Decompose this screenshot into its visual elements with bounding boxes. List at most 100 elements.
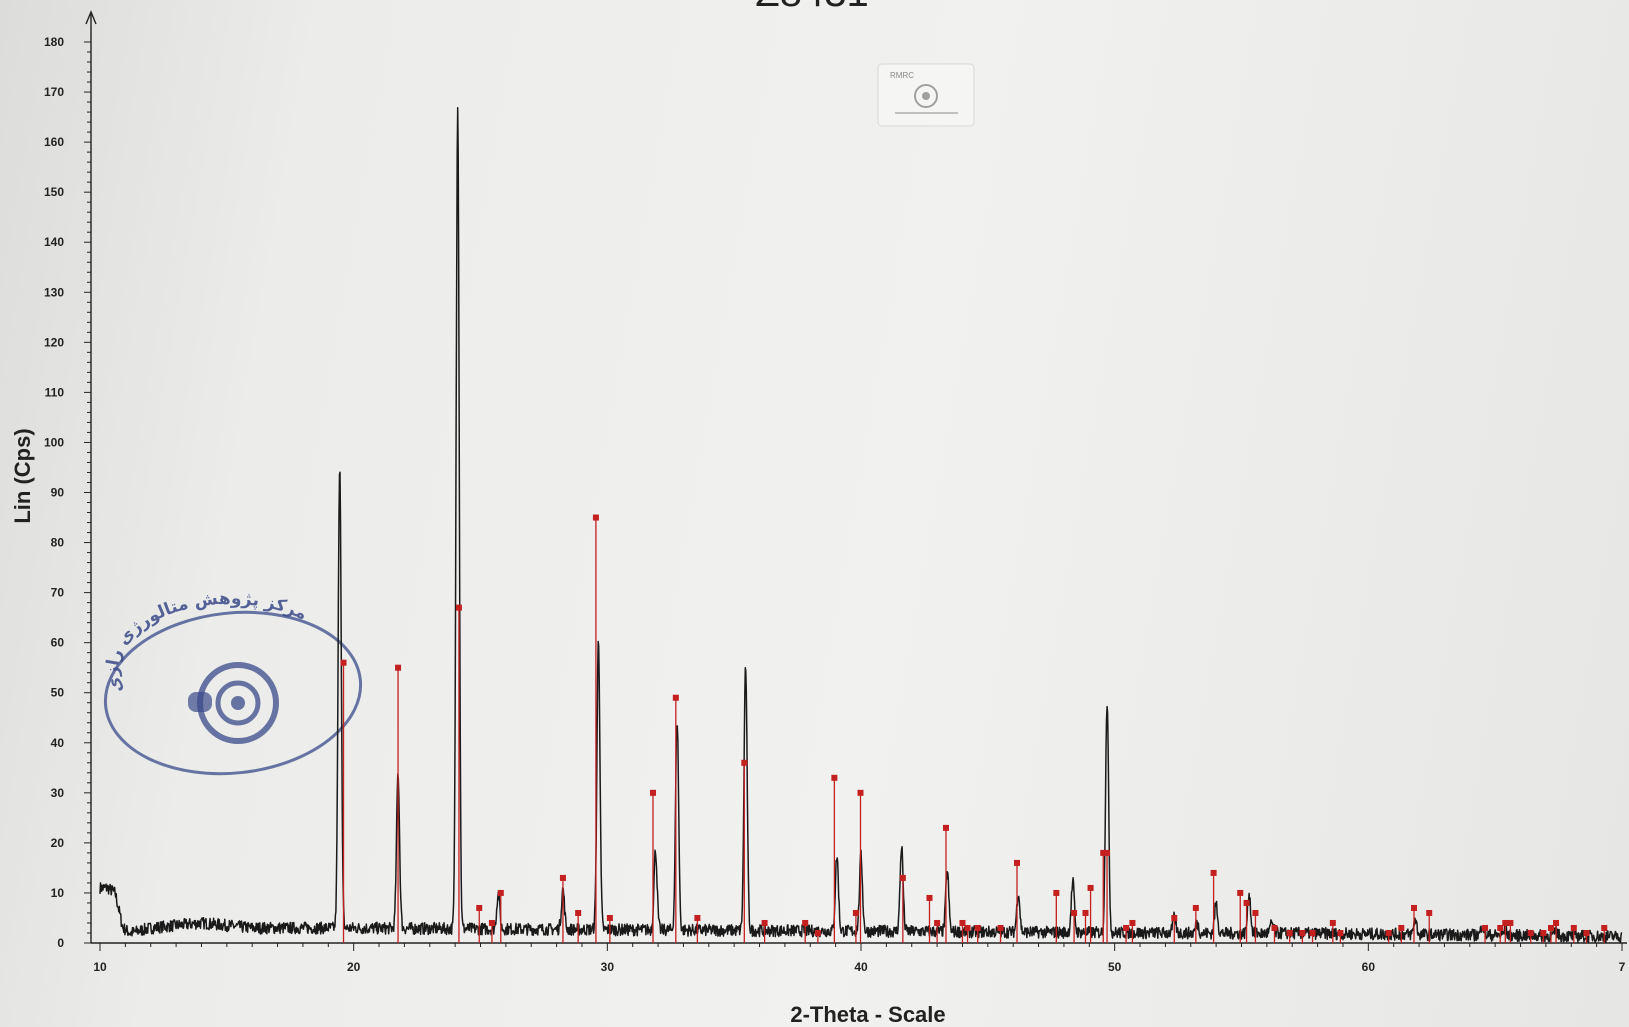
reference-stick-marker [395,664,402,671]
y-tick-label: 10 [51,886,65,900]
y-tick-label: 90 [51,486,65,500]
x-tick-label: 50 [1108,960,1122,974]
reference-stick-marker [1014,859,1021,866]
reference-stick-marker [852,909,859,916]
reference-stick-marker [1299,929,1306,936]
reference-stick-marker [814,929,821,936]
reference-stick-marker [934,919,941,926]
x-axis-title: 2-Theta - Scale [790,1002,945,1027]
reference-stick-marker [964,924,971,931]
y-tick-label: 100 [44,435,64,449]
reference-stick-marker [672,694,679,701]
reference-stick-marker [959,919,966,926]
x-tick-label: 7 [1619,960,1626,974]
reference-stick-marker [575,909,582,916]
y-axis-title: Lin (Cps) [10,428,35,523]
y-tick-label: 60 [51,636,65,650]
reference-stick-marker [1426,909,1433,916]
reference-stick-marker [649,789,656,796]
reference-stick-marker [1527,929,1534,936]
reference-stick-marker [1502,919,1509,926]
reference-stick-marker [559,874,566,881]
reference-stick-marker [694,914,701,921]
reference-stick-marker [926,894,933,901]
lab-stamp: مرکز پژوهش متالورژی رازی [103,589,363,776]
reference-stick-marker [592,514,599,521]
reference-stick-marker [1053,889,1060,896]
reference-stick-marker [1553,919,1560,926]
lab-logo-dot [922,92,930,100]
reference-stick-marker [1171,914,1178,921]
y-tick-label: 130 [44,285,64,299]
reference-stick-marker [831,774,838,781]
y-tick-label: 120 [44,335,64,349]
y-tick-label: 150 [44,185,64,199]
reference-stick-marker [1309,929,1316,936]
y-tick-label: 170 [44,85,64,99]
lab-logo-ring [914,84,938,108]
chart-title: Z8431 [755,0,868,15]
stamp-outer-ring [103,610,363,776]
reference-stick-marker [1410,904,1417,911]
reference-stick-marker [1482,924,1489,931]
reference-stick-marker [1082,909,1089,916]
x-tick-label: 20 [347,960,361,974]
reference-stick-marker [1507,919,1514,926]
y-tick-label: 110 [45,385,65,399]
reference-stick-marker [857,789,864,796]
y-tick-label: 160 [44,135,64,149]
y-tick-label: 30 [51,786,65,800]
y-tick-label: 80 [51,536,65,550]
stamp-logo-inner [215,680,261,726]
reference-stick-marker [1570,924,1577,931]
y-tick-label: 140 [44,235,64,249]
y-tick-label: 180 [44,35,64,49]
stamp-logo-notch [188,692,212,712]
reference-stick-marker [1286,929,1293,936]
reference-stick-marker [1100,849,1107,856]
reference-stick-marker [488,919,495,926]
lab-logo-text: RMRC [890,71,914,80]
reference-stick-marker [1583,929,1590,936]
reference-stick-marker [1547,924,1554,931]
reference-stick-marker [1104,849,1111,856]
reference-stick-marker [1243,899,1250,906]
reference-stick-marker [942,824,949,831]
x-tick-label: 60 [1362,960,1376,974]
reference-stick-marker [741,759,748,766]
reference-stick-marker [974,924,981,931]
reference-stick-marker [455,604,462,611]
reference-stick-marker [1540,929,1547,936]
reference-stick-marker [761,919,768,926]
reference-stick-marker [1252,909,1259,916]
reference-stick-marker [1123,924,1130,931]
y-tick-label: 40 [51,736,65,750]
reference-stick-marker [1271,924,1278,931]
reference-stick-marker [1337,929,1344,936]
reference-stick-marker [606,914,613,921]
x-tick-label: 40 [854,960,868,974]
y-tick-label: 50 [51,686,65,700]
reference-stick-marker [476,904,483,911]
reference-stick-marker [1210,869,1217,876]
reference-stick-marker [1237,889,1244,896]
stamp-logo-center [231,696,245,710]
reference-stick-marker [1087,884,1094,891]
reference-stick-marker [1398,924,1405,931]
reference-stick-marker [1071,909,1078,916]
lab-logo: RMRC [877,63,975,127]
x-tick-label: 10 [93,960,107,974]
reference-stick-marker [1192,904,1199,911]
reference-stick-marker [997,924,1004,931]
y-axis-arrow [85,10,97,25]
reference-stick-marker [340,659,347,666]
reference-stick-marker [497,889,504,896]
y-tick-label: 20 [51,836,65,850]
reference-stick-marker [1497,924,1504,931]
x-tick-label: 30 [601,960,615,974]
reference-stick-marker [1385,929,1392,936]
reference-sticks [340,514,1608,943]
reference-stick-marker [802,919,809,926]
